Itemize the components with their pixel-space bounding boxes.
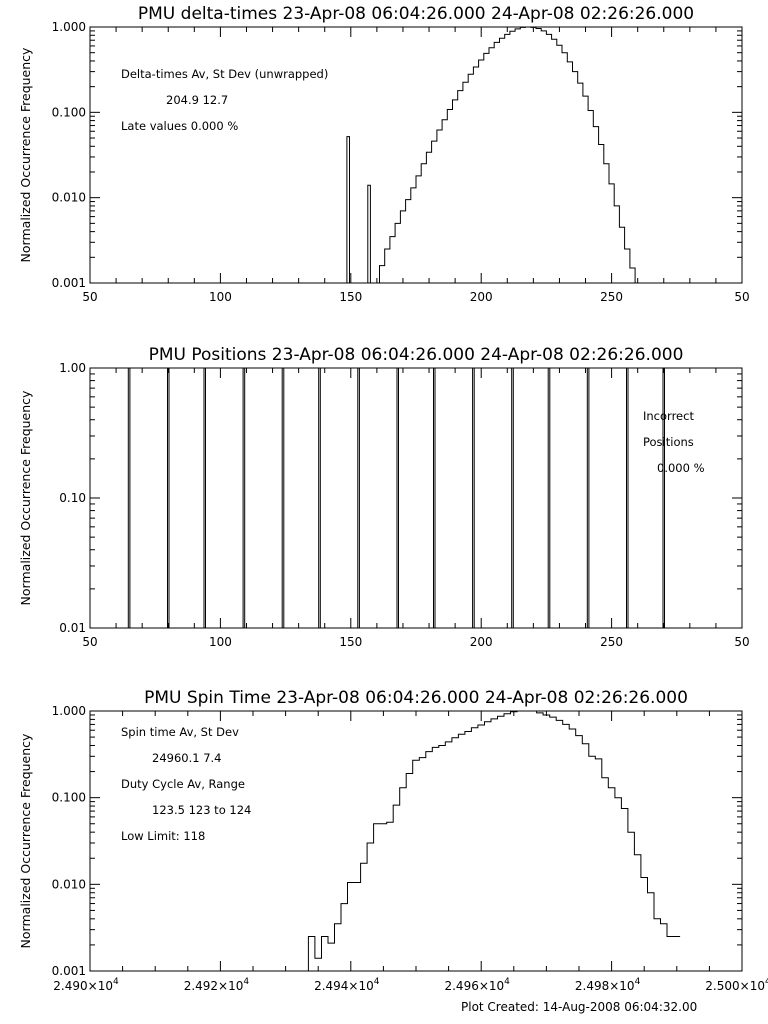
x-tick-label-3: 2.494×104 (314, 977, 380, 993)
stats-heading: Delta-times Av, St Dev (unwrapped) (121, 67, 328, 81)
x-tick-label-2: 50 (82, 635, 97, 649)
y-tick-label: 0.001 (52, 964, 86, 978)
position-bar (433, 367, 436, 628)
y-axis-label-3: Normalized Occurrence Frequency (18, 733, 33, 948)
x-tick-label-2: 250 (600, 635, 623, 649)
position-bar (357, 367, 360, 628)
incorrect-positions-label: Positions (643, 435, 694, 449)
position-bar (318, 367, 321, 628)
incorrect-positions-value: 0.000 % (657, 461, 705, 475)
x-tick-label-3: 2.496×104 (444, 977, 510, 993)
y-tick-label: 0.01 (59, 621, 86, 635)
plot-created-footer: Plot Created: 14-Aug-2008 06:04:32.00 (461, 1000, 698, 1014)
delta-times-histogram (374, 26, 641, 284)
x-tick-label-3: 2.500×104 (705, 977, 768, 993)
position-bar (396, 367, 399, 628)
spin-stats-heading: Spin time Av, St Dev (121, 725, 239, 739)
position-bar (511, 367, 514, 628)
position-bar (586, 367, 590, 628)
x-tick-label-1: 250 (600, 290, 623, 304)
x-tick-label-3: 2.498×104 (575, 977, 641, 993)
y-tick-label: 1.00 (59, 361, 86, 375)
x-tick-label-1: 50 (734, 290, 749, 304)
x-tick-label-3: 2.490×104 (53, 977, 119, 993)
x-tick-label-1: 150 (339, 290, 362, 304)
y-tick-label: 0.10 (59, 491, 86, 505)
y-axis-label-1: Normalized Occurrence Frequency (18, 47, 33, 262)
position-bar (662, 367, 665, 628)
spin-time-histogram (307, 710, 681, 971)
x-tick-label-2: 100 (209, 635, 232, 649)
x-tick-label-1: 100 (209, 290, 232, 304)
x-tick-label-1: 50 (82, 290, 97, 304)
chart-title-3: PMU Spin Time 23-Apr-08 06:04:26.000 24-… (144, 688, 688, 708)
position-bar (547, 367, 551, 628)
position-bar (242, 367, 246, 628)
x-tick-label-3: 2.492×104 (184, 977, 250, 993)
position-bar (626, 367, 629, 628)
spin-stats-values: 24960.1 7.4 (152, 751, 222, 765)
plot-frame-2 (89, 367, 743, 629)
position-bar (127, 367, 131, 628)
low-limit-text: Low Limit: 118 (121, 829, 205, 843)
chart-title-1: PMU delta-times 23-Apr-08 06:04:26.000 2… (138, 4, 694, 24)
incorrect-positions-label: Incorrect (643, 409, 694, 423)
x-tick-label-2: 50 (734, 635, 749, 649)
histogram-spike-0 (346, 136, 350, 283)
duty-cycle-values: 123.5 123 to 124 (152, 803, 251, 817)
y-tick-label: 0.010 (52, 191, 86, 205)
y-tick-label: 1.000 (52, 704, 86, 718)
x-tick-label-1: 200 (470, 290, 493, 304)
position-bar (203, 367, 206, 628)
y-tick-label: 0.001 (52, 276, 86, 290)
y-tick-label: 0.010 (52, 877, 86, 891)
stats-values: 204.9 12.7 (166, 93, 228, 107)
position-bar (167, 367, 170, 628)
x-tick-label-2: 150 (339, 635, 362, 649)
plot-frame-1 (89, 26, 743, 284)
y-tick-label: 0.100 (52, 791, 86, 805)
position-bar (281, 367, 285, 628)
position-bar (472, 367, 475, 628)
chart-title-2: PMU Positions 23-Apr-08 06:04:26.000 24-… (149, 345, 684, 365)
x-tick-label-2: 200 (470, 635, 493, 649)
y-tick-label: 0.100 (52, 105, 86, 119)
y-tick-label: 1.000 (52, 20, 86, 34)
y-axis-label-2: Normalized Occurrence Frequency (18, 390, 33, 605)
duty-cycle-heading: Duty Cycle Av, Range (121, 777, 245, 791)
late-values-text: Late values 0.000 % (121, 119, 238, 133)
histogram-spike-1 (367, 184, 371, 283)
